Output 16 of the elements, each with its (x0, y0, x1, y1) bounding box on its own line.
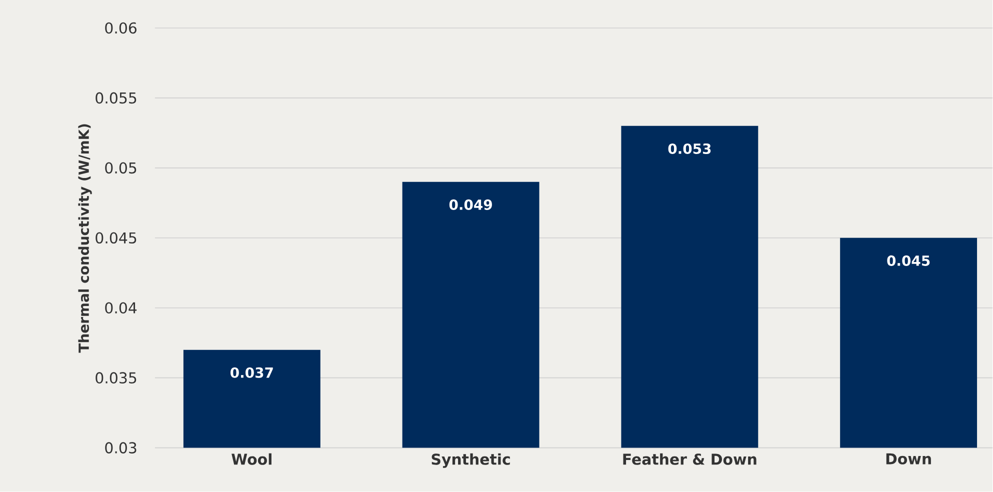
y-tick-label: 0.06 (105, 22, 136, 34)
data-label: 0.053 (668, 144, 711, 154)
y-tick-label: 0.035 (96, 372, 136, 384)
x-tick-label: Wool (232, 453, 272, 465)
data-label: 0.045 (887, 256, 930, 266)
y-tick-label: 0.04 (105, 302, 137, 314)
y-tick-label: 0.045 (96, 232, 136, 244)
data-label: 0.049 (449, 200, 492, 210)
y-axis-title: Thermal conductivity (W/mK) (78, 124, 92, 353)
x-tick-label: Feather & Down (623, 453, 756, 465)
x-tick-label: Synthetic (432, 453, 510, 468)
y-tick-label: 0.055 (96, 92, 136, 104)
y-tick-label: 0.05 (105, 162, 136, 174)
x-tick-label: Down (886, 453, 931, 465)
y-tick-label: 0.03 (105, 442, 136, 454)
data-label: 0.037 (230, 367, 273, 378)
